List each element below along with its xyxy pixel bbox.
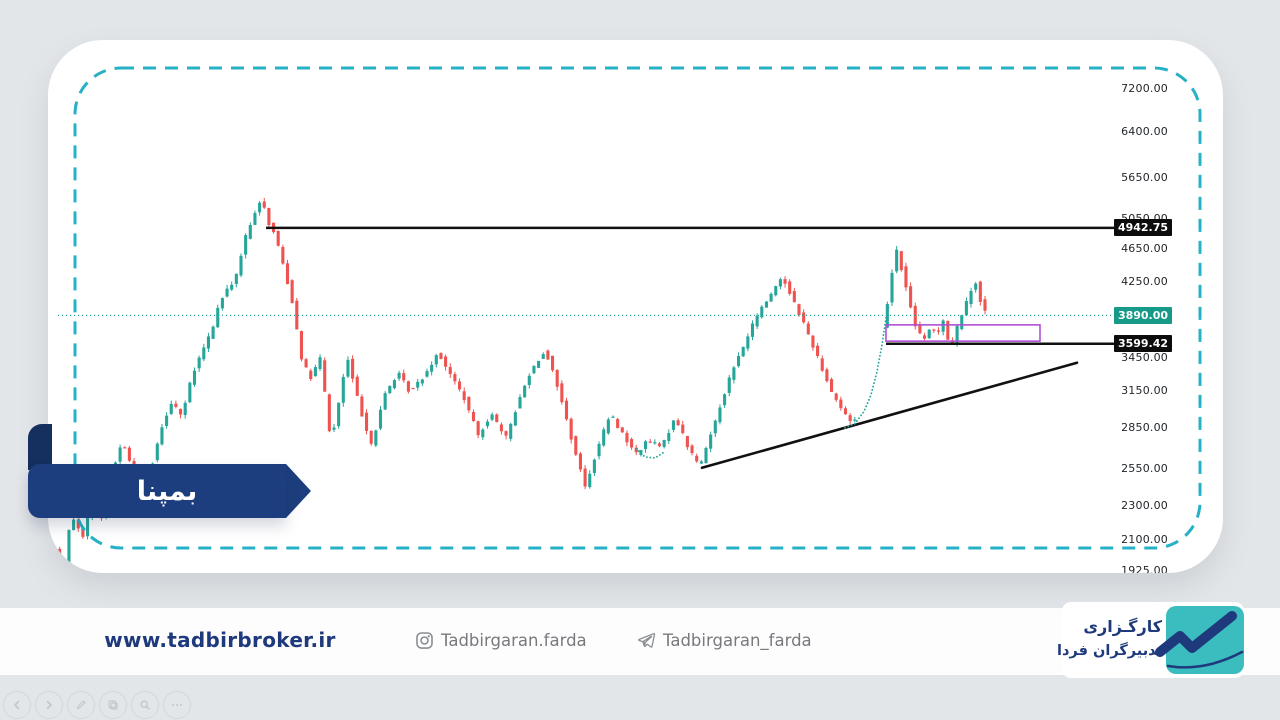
pen-button[interactable] (67, 691, 95, 719)
instagram-icon (416, 632, 433, 649)
broker-name-line1: کارگـزاری (1083, 617, 1162, 636)
telegram-icon (638, 632, 656, 648)
telegram-handle[interactable]: Tadbirgaran_farda (637, 631, 812, 650)
ribbon-fold (28, 424, 52, 470)
telegram-text: Tadbirgaran_farda (663, 631, 812, 650)
broker-name-line2: تدبیرگران فردا (1057, 642, 1162, 659)
back-button[interactable] (3, 691, 31, 719)
footer: www.tadbirbroker.ir Tadbirgaran.farda Ta… (0, 602, 1280, 678)
forward-button[interactable] (35, 691, 63, 719)
trend-check-icon (1155, 611, 1244, 669)
zoom-button[interactable] (131, 691, 159, 719)
instagram-handle[interactable]: Tadbirgaran.farda (415, 631, 587, 650)
more-button[interactable] (163, 691, 191, 719)
broker-name: کارگـزاری تدبیرگران فردا (1057, 615, 1162, 662)
ticker-ribbon: بمپنا (28, 464, 286, 518)
website-link[interactable]: www.tadbirbroker.ir (104, 628, 336, 652)
slides-button[interactable] (99, 691, 127, 719)
broker-logo: کارگـزاری تدبیرگران فردا (1057, 602, 1244, 678)
presenter-toolbar (3, 691, 191, 719)
ticker-name: بمپنا (136, 475, 198, 507)
instagram-text: Tadbirgaran.farda (441, 631, 587, 650)
broker-logo-mark (1155, 606, 1244, 674)
